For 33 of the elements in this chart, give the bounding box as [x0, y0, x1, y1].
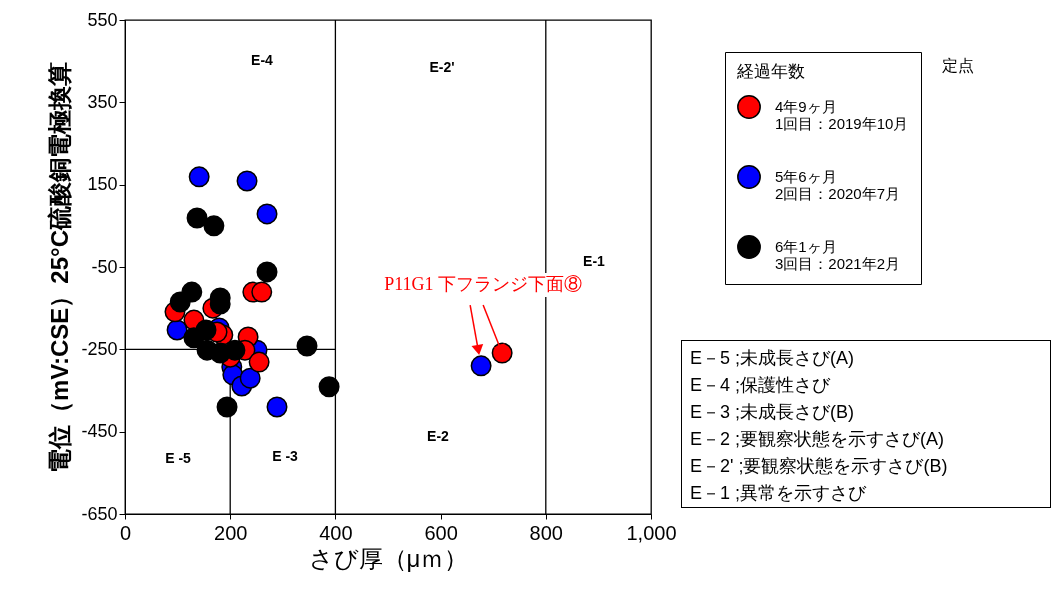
- x-axis-title: さび厚（μｍ）: [308, 544, 469, 572]
- annotation: E-2: [427, 428, 450, 444]
- x-tick-label: 200: [214, 521, 248, 544]
- annotation: E-1: [583, 253, 606, 269]
- legend-title: 経過年数: [736, 62, 805, 81]
- legend-label: 4年9ヶ月 1回目：2019年10月: [775, 98, 909, 132]
- x-tick-label: 800: [529, 521, 563, 544]
- y-tick-label: 150: [87, 174, 118, 195]
- y-tick-label: 350: [87, 91, 118, 112]
- text: E－4 ;保護性さび: [690, 375, 831, 395]
- text: E－1 ;異常を示すさび: [690, 483, 867, 503]
- annotation: E -5: [165, 450, 192, 466]
- x-tick-label: 400: [319, 521, 353, 544]
- legend-label: 5年6ヶ月 2回目：2020年7月: [775, 168, 901, 202]
- annotation: E-2': [429, 59, 455, 75]
- text: E－2' ;要観察状態を示すさび(B): [690, 456, 948, 476]
- y-tick-label: 550: [87, 9, 118, 30]
- x-tick-label: 600: [424, 521, 458, 544]
- y-tick-label: -250: [81, 338, 118, 359]
- y-axis-title: 電位（mV:CSE）25°C硫酸銅電極換算: [46, 62, 74, 473]
- text: E－3 ;未成長さび(B): [690, 402, 855, 422]
- y-tick-label: -650: [81, 503, 118, 524]
- text: E－2 ;要観察状態を示すさび(A): [690, 429, 945, 449]
- text: E－5 ;未成長さび(A): [690, 348, 855, 368]
- y-tick-label: -50: [91, 256, 118, 277]
- annotation: P11G1 下フランジ下面⑧: [384, 274, 583, 295]
- annotation: E -3: [272, 448, 299, 464]
- x-tick-label: 0: [119, 521, 132, 544]
- text: 定点: [940, 56, 975, 76]
- legend-label: 6年1ヶ月 3回目：2021年2月: [775, 238, 901, 272]
- annotation: E-4: [251, 52, 274, 68]
- x-tick-label: 1,000: [626, 521, 677, 544]
- y-tick-label: -450: [81, 421, 118, 442]
